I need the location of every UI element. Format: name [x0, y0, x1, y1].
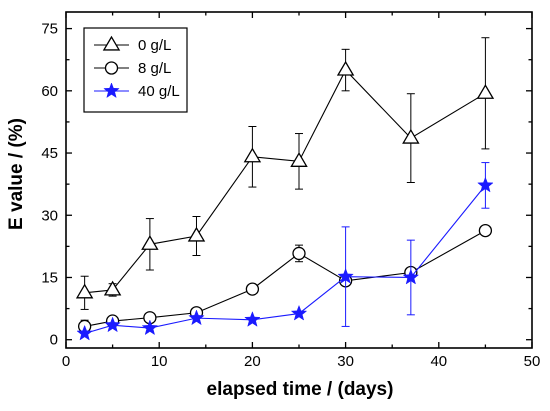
y-tick-label: 30 — [41, 207, 58, 224]
data-point — [75, 283, 94, 299]
axes: 0 10 20 30 40 50 0 15 30 45 60 75 — [41, 11, 541, 370]
legend-marker — [104, 61, 119, 75]
data-point — [402, 128, 420, 144]
series-1 — [77, 223, 493, 334]
data-point — [243, 147, 262, 163]
data-point — [290, 152, 308, 167]
series-line — [84, 185, 486, 335]
data-point — [76, 324, 93, 341]
legend: 0 g/L 8 g/L 40 g/L — [83, 27, 188, 113]
data-point — [188, 309, 205, 326]
legend-marker — [103, 82, 120, 99]
data-point — [477, 176, 494, 193]
series-0 — [75, 37, 495, 310]
x-axis-title: elapsed time / (days) — [207, 379, 394, 400]
series-layer — [75, 37, 495, 341]
y-axis-title: E value / (%) — [6, 118, 27, 230]
data-point — [187, 226, 206, 242]
x-tick-label: 40 — [430, 353, 447, 370]
data-point — [104, 316, 121, 333]
data-point — [478, 223, 493, 238]
y-tick-label: 0 — [50, 332, 58, 349]
y-tick-label: 60 — [41, 83, 58, 100]
legend-label: 40 g/L — [138, 83, 180, 100]
legend-marker — [102, 35, 121, 51]
y-tick-label: 15 — [41, 269, 58, 286]
data-point — [337, 267, 354, 284]
y-tick-label: 75 — [41, 21, 58, 38]
data-point — [141, 235, 159, 250]
data-point — [141, 319, 159, 336]
data-point — [402, 268, 420, 285]
x-tick-label: 50 — [524, 353, 541, 370]
x-tick-label: 0 — [62, 353, 70, 370]
legend-label: 0 g/L — [138, 37, 171, 54]
x-tick-label: 30 — [337, 353, 354, 370]
data-point — [245, 282, 260, 296]
y-tick-label: 45 — [41, 145, 58, 162]
data-point — [103, 280, 122, 296]
legend-label: 8 g/L — [138, 60, 171, 77]
data-point — [244, 311, 261, 327]
data-point — [292, 246, 306, 261]
series-2 — [76, 162, 494, 341]
data-point — [290, 304, 308, 321]
data-point — [476, 84, 495, 99]
x-tick-label: 20 — [244, 353, 261, 370]
legend-box — [83, 27, 188, 113]
x-tick-label: 10 — [151, 353, 168, 370]
data-point — [336, 60, 355, 76]
